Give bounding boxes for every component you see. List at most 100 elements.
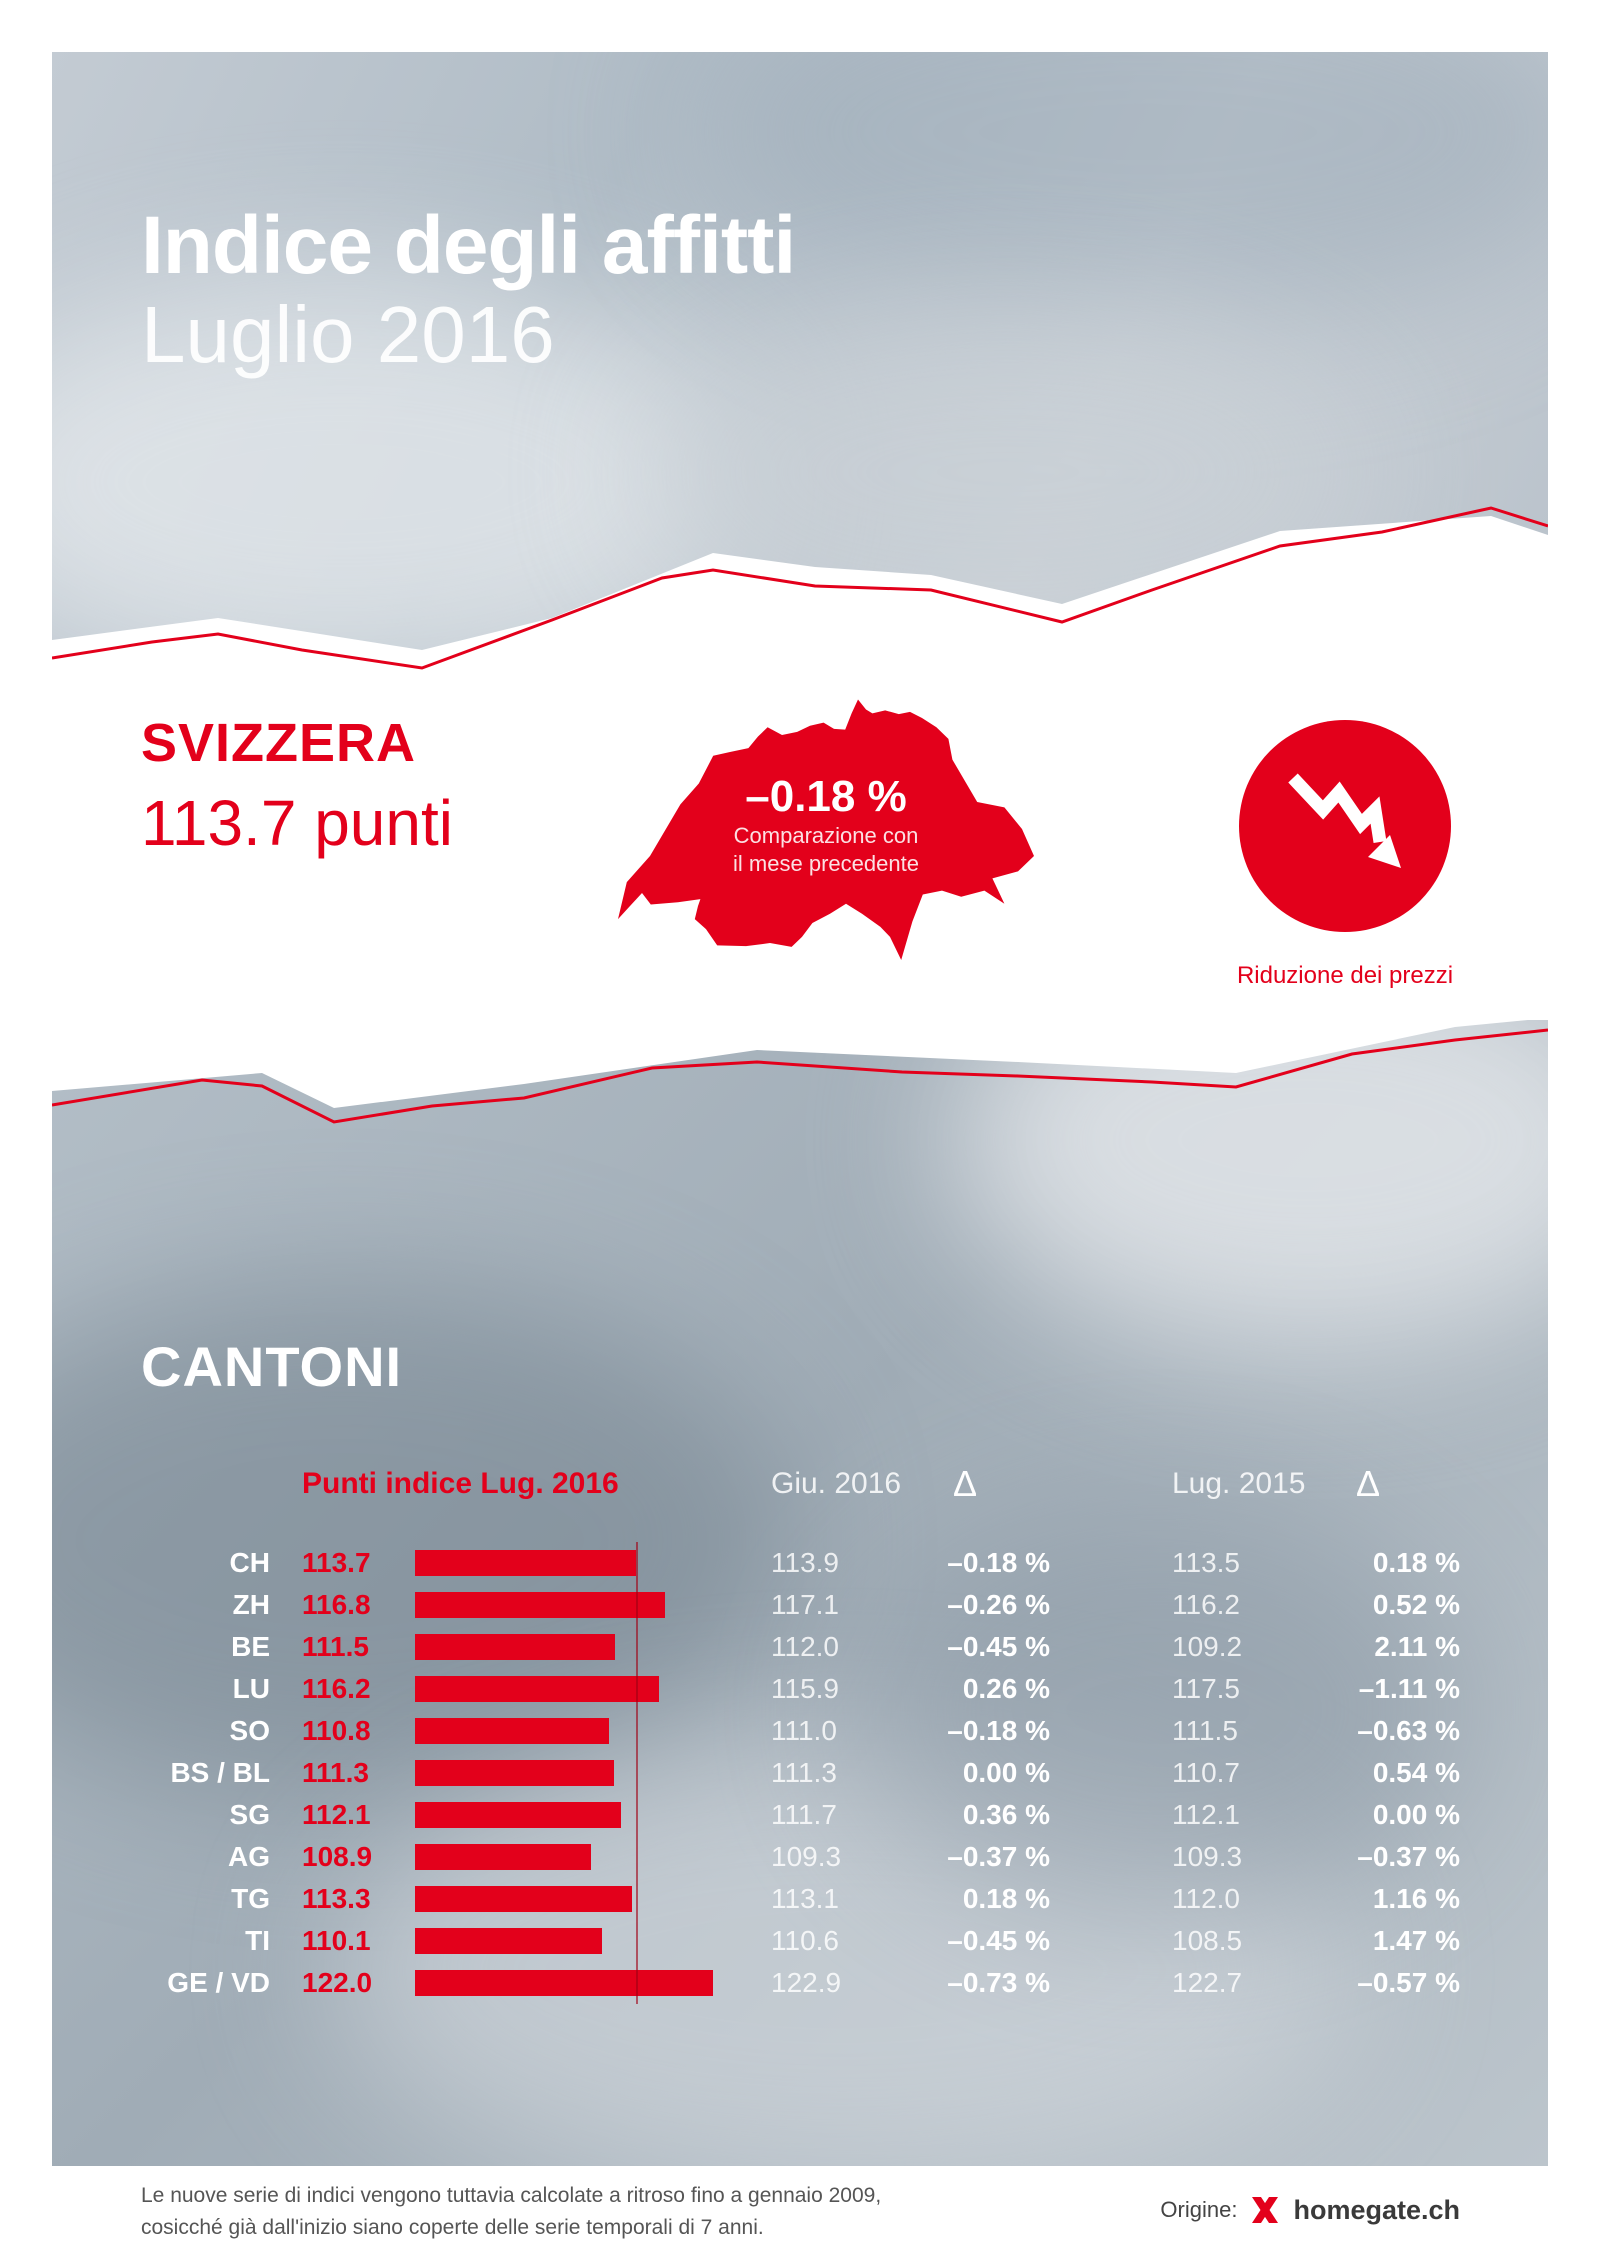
canton-row: ZH 116.8 117.1 –0.26 % 116.2 0.52 %	[52, 1584, 1548, 1626]
prev-year-value: 111.5	[1172, 1715, 1238, 1746]
index-bar	[415, 1550, 636, 1576]
down-arrow-zigzag	[1288, 773, 1387, 844]
prev-year-value: 110.7	[1172, 1757, 1240, 1788]
index-value: 108.9	[302, 1841, 373, 1872]
index-value: 111.3	[302, 1757, 369, 1788]
bg-blur-blob	[948, 1020, 1548, 1350]
index-value: 122.0	[302, 1967, 373, 1998]
prev-month-value: 122.9	[771, 1967, 842, 1998]
canton-label: BS / BL	[170, 1757, 270, 1788]
index-bar	[415, 1802, 621, 1828]
canton-label: CH	[229, 1547, 270, 1578]
prev-month-delta: –0.45 %	[947, 1631, 1050, 1662]
down-arrow-head	[1368, 835, 1401, 868]
canton-row: GE / VD 122.0 122.9 –0.73 % 122.7 –0.57 %	[52, 1962, 1548, 2004]
cantons-table-header: Punti indice Lug. 2016 Giu. 2016 Δ Lug. …	[52, 1462, 1548, 1506]
prev-month-value: 111.7	[771, 1799, 837, 1830]
index-bar	[415, 1634, 615, 1660]
prev-year-delta: 0.18 %	[1372, 1547, 1460, 1578]
prev-year-delta: 0.52 %	[1372, 1589, 1460, 1620]
title-line2: Luglio 2016	[141, 289, 555, 379]
region-label: SVIZZERA	[141, 713, 417, 773]
canton-row: SG 112.1 111.7 0.36 % 112.1 0.00 %	[52, 1794, 1548, 1836]
index-value: 112.1	[302, 1799, 371, 1830]
bg-blur-blob	[52, 1280, 792, 1800]
brand-name: homegate.ch	[1293, 2194, 1460, 2225]
canton-label: AG	[228, 1841, 270, 1872]
prev-year-delta: 0.54 %	[1372, 1757, 1460, 1788]
prev-month-delta: –0.18 %	[947, 1715, 1050, 1746]
index-value: 110.8	[302, 1715, 371, 1746]
prev-year-value: 113.5	[1172, 1547, 1240, 1578]
col-header-prev-month: Giu. 2016	[771, 1467, 902, 1500]
canton-row: AG 108.9 109.3 –0.37 % 109.3 –0.37 %	[52, 1836, 1548, 1878]
canton-label: TI	[245, 1925, 270, 1956]
bg-blur-blob	[688, 52, 1548, 332]
footer-note: Le nuove serie di indici vengono tuttavi…	[141, 2180, 881, 2243]
prev-month-value: 111.0	[771, 1715, 837, 1746]
switzerland-summary: SVIZZERA 113.7 punti	[141, 712, 453, 860]
prev-year-delta: 1.16 %	[1372, 1883, 1460, 1914]
homegate-logo-icon	[1252, 2197, 1279, 2223]
index-bar	[415, 1970, 713, 1996]
prev-year-delta: –0.63 %	[1357, 1715, 1460, 1746]
prev-month-value: 110.6	[771, 1925, 839, 1956]
monthly-change-caption-line2: il mese precedente	[733, 850, 919, 876]
prev-month-value: 113.9	[771, 1547, 839, 1578]
footer-note-line2: cosicché già dall'inizio siano coperte d…	[141, 2215, 764, 2239]
index-value: 113.3	[302, 1883, 371, 1914]
prev-month-value: 111.3	[771, 1757, 837, 1788]
prev-year-value: 122.7	[1172, 1967, 1243, 1998]
index-bar	[415, 1676, 659, 1702]
monthly-change-value: –0.18 %	[745, 772, 907, 821]
prev-year-value: 117.5	[1172, 1673, 1240, 1704]
prev-year-delta: 1.47 %	[1372, 1925, 1460, 1956]
canton-label: ZH	[232, 1589, 270, 1620]
index-value: 116.8	[302, 1589, 371, 1620]
prev-month-value: 113.1	[771, 1883, 839, 1914]
canton-row: TI 110.1 110.6 –0.45 % 108.5 1.47 %	[52, 1920, 1548, 1962]
footer: Le nuove serie di indici vengono tuttavi…	[52, 2166, 1548, 2262]
index-points-value: 113.7 punti	[141, 787, 453, 859]
canton-label: BE	[231, 1631, 270, 1662]
prev-year-value: 112.1	[1172, 1799, 1240, 1830]
prev-month-delta: 0.36 %	[962, 1799, 1050, 1830]
prev-month-delta: –0.37 %	[947, 1841, 1050, 1872]
cantons-section: CANTONI Punti indice Lug. 2016 Giu. 2016…	[52, 1020, 1548, 2166]
switzerland-map-icon	[618, 699, 1034, 960]
prev-year-value: 112.0	[1172, 1883, 1240, 1914]
prev-month-delta: –0.18 %	[947, 1547, 1050, 1578]
index-bar	[415, 1844, 591, 1870]
canton-row: SO 110.8 111.0 –0.18 % 111.5 –0.63 %	[52, 1710, 1548, 1752]
monthly-change-caption-line1: Comparazione con	[733, 823, 919, 848]
prev-month-delta: –0.26 %	[947, 1589, 1050, 1620]
trend-caption: Riduzione dei prezzi	[1236, 962, 1454, 989]
canton-label: LU	[232, 1673, 270, 1704]
prev-year-delta: –0.37 %	[1357, 1841, 1460, 1872]
monthly-change-overlay: –0.18 % Comparazione con il mese precede…	[618, 772, 1034, 877]
canton-label: SG	[229, 1799, 270, 1830]
index-bar	[415, 1718, 609, 1744]
prev-year-delta: 2.11 %	[1374, 1631, 1460, 1662]
prev-year-delta: –1.11 %	[1358, 1673, 1460, 1704]
trend-circle	[1239, 720, 1451, 932]
prev-month-delta: 0.26 %	[962, 1673, 1050, 1704]
index-value: 111.5	[302, 1631, 369, 1662]
prev-month-value: 112.0	[771, 1631, 839, 1662]
prev-month-value: 117.1	[771, 1589, 839, 1620]
prev-month-delta: 0.18 %	[962, 1883, 1050, 1914]
index-bar	[415, 1928, 602, 1954]
canton-row: CH 113.7 113.9 –0.18 % 113.5 0.18 %	[52, 1542, 1548, 1584]
delta-icon: Δ	[953, 1463, 978, 1504]
canton-row: LU 116.2 115.9 0.26 % 117.5 –1.11 %	[52, 1668, 1548, 1710]
baseline-line	[636, 1542, 638, 2004]
prev-month-value: 109.3	[771, 1841, 842, 1872]
canton-row: BE 111.5 112.0 –0.45 % 109.2 2.11 %	[52, 1626, 1548, 1668]
prev-month-value: 115.9	[771, 1673, 839, 1704]
prev-month-delta: 0.00 %	[962, 1757, 1050, 1788]
cantons-rows: CH 113.7 113.9 –0.18 % 113.5 0.18 % ZH 116.8 117…	[52, 1542, 1548, 2004]
prev-year-delta: 0.00 %	[1372, 1799, 1460, 1830]
prev-month-delta: –0.45 %	[947, 1925, 1050, 1956]
switzerland-map-shape	[618, 699, 1034, 960]
